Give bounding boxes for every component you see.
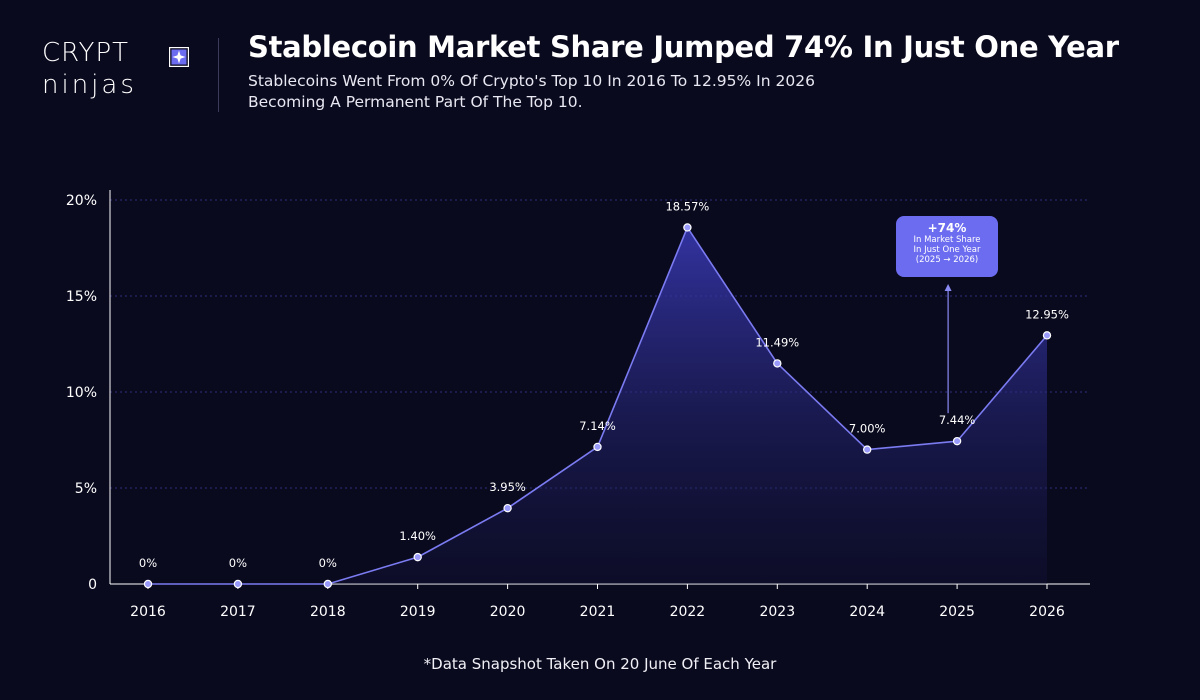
- crypto-ninjas-logo: CRYPT ninjas: [42, 40, 202, 108]
- footnote: *Data Snapshot Taken On 20 June Of Each …: [423, 655, 777, 673]
- data-label: 12.95%: [1025, 307, 1069, 321]
- area-fill: [148, 227, 1047, 584]
- area-shape: [148, 227, 1047, 584]
- callout-line-2: In Just One Year: [913, 245, 981, 255]
- annotation-arrow: [944, 284, 952, 414]
- data-label: 0%: [319, 556, 337, 570]
- subtitle-line-2: Becoming A Permanent Part Of The Top 10.: [248, 93, 583, 111]
- y-tick-label: 15%: [66, 289, 97, 305]
- x-tick-label: 2021: [580, 604, 616, 620]
- x-tick-label: 2022: [670, 604, 706, 620]
- x-tick-labels: 2016 2017 2018 2019 2020 2021 2022 2023 2024 2025…: [130, 604, 1065, 620]
- callout-line-1: In Market Share: [913, 235, 981, 245]
- data-labels: 0% 0% 0% 1.40% 3.95% 7.14% 18.57% 11.49% 7.00% 7.…: [139, 199, 1069, 570]
- x-tick-label: 2025: [939, 604, 975, 620]
- y-tick-label: 0: [88, 577, 97, 593]
- data-label: 7.00%: [849, 422, 886, 436]
- y-tick-label: 5%: [75, 481, 97, 497]
- callout-value: +74%: [927, 221, 967, 235]
- data-label: 1.40%: [399, 529, 436, 543]
- data-label: 18.57%: [665, 199, 709, 213]
- x-tick-label: 2024: [849, 604, 885, 620]
- arrow-head: [944, 284, 952, 291]
- data-label: 0%: [139, 556, 157, 570]
- callout-line-3: (2025 → 2026): [915, 255, 979, 265]
- data-point: [1042, 331, 1052, 340]
- header-divider: [218, 38, 219, 112]
- data-label: 0%: [229, 556, 247, 570]
- data-point: [233, 579, 243, 589]
- data-markers: [143, 223, 1052, 589]
- data-point: [593, 442, 602, 452]
- data-label: 7.44%: [939, 413, 976, 427]
- x-tick-label: 2018: [310, 604, 346, 620]
- subtitle-line-1: Stablecoins Went From 0% Of Crypto's Top…: [248, 72, 815, 90]
- data-point: [683, 223, 692, 232]
- y-tick-label: 20%: [66, 193, 97, 209]
- data-label: 3.95%: [489, 480, 526, 494]
- data-point: [503, 503, 512, 513]
- data-point: [952, 436, 962, 446]
- data-point: [143, 579, 153, 589]
- data-point: [773, 359, 782, 368]
- x-tick-label: 2016: [130, 604, 166, 620]
- y-tick-labels: 0 5% 10% 15% 20%: [66, 193, 97, 593]
- y-tick-label: 10%: [66, 385, 97, 401]
- data-label: 7.14%: [579, 419, 616, 433]
- x-tick-label: 2017: [220, 604, 256, 620]
- logo-star-icon: [169, 47, 189, 67]
- x-tick-label: 2023: [759, 604, 795, 620]
- x-tick-label: 2019: [400, 604, 436, 620]
- x-tick-label: 2020: [490, 604, 526, 620]
- page-title: Stablecoin Market Share Jumped 74% In Ju…: [248, 30, 1119, 64]
- logo-text-top: CRYPT: [42, 38, 129, 68]
- x-tick-label: 2026: [1029, 604, 1065, 620]
- data-point: [323, 579, 332, 589]
- data-point: [863, 445, 872, 454]
- logo-text-bottom: ninjas: [42, 70, 137, 100]
- data-point: [413, 552, 422, 562]
- data-label: 11.49%: [755, 335, 799, 349]
- growth-callout: +74% In Market Share In Just One Year (2…: [896, 216, 998, 277]
